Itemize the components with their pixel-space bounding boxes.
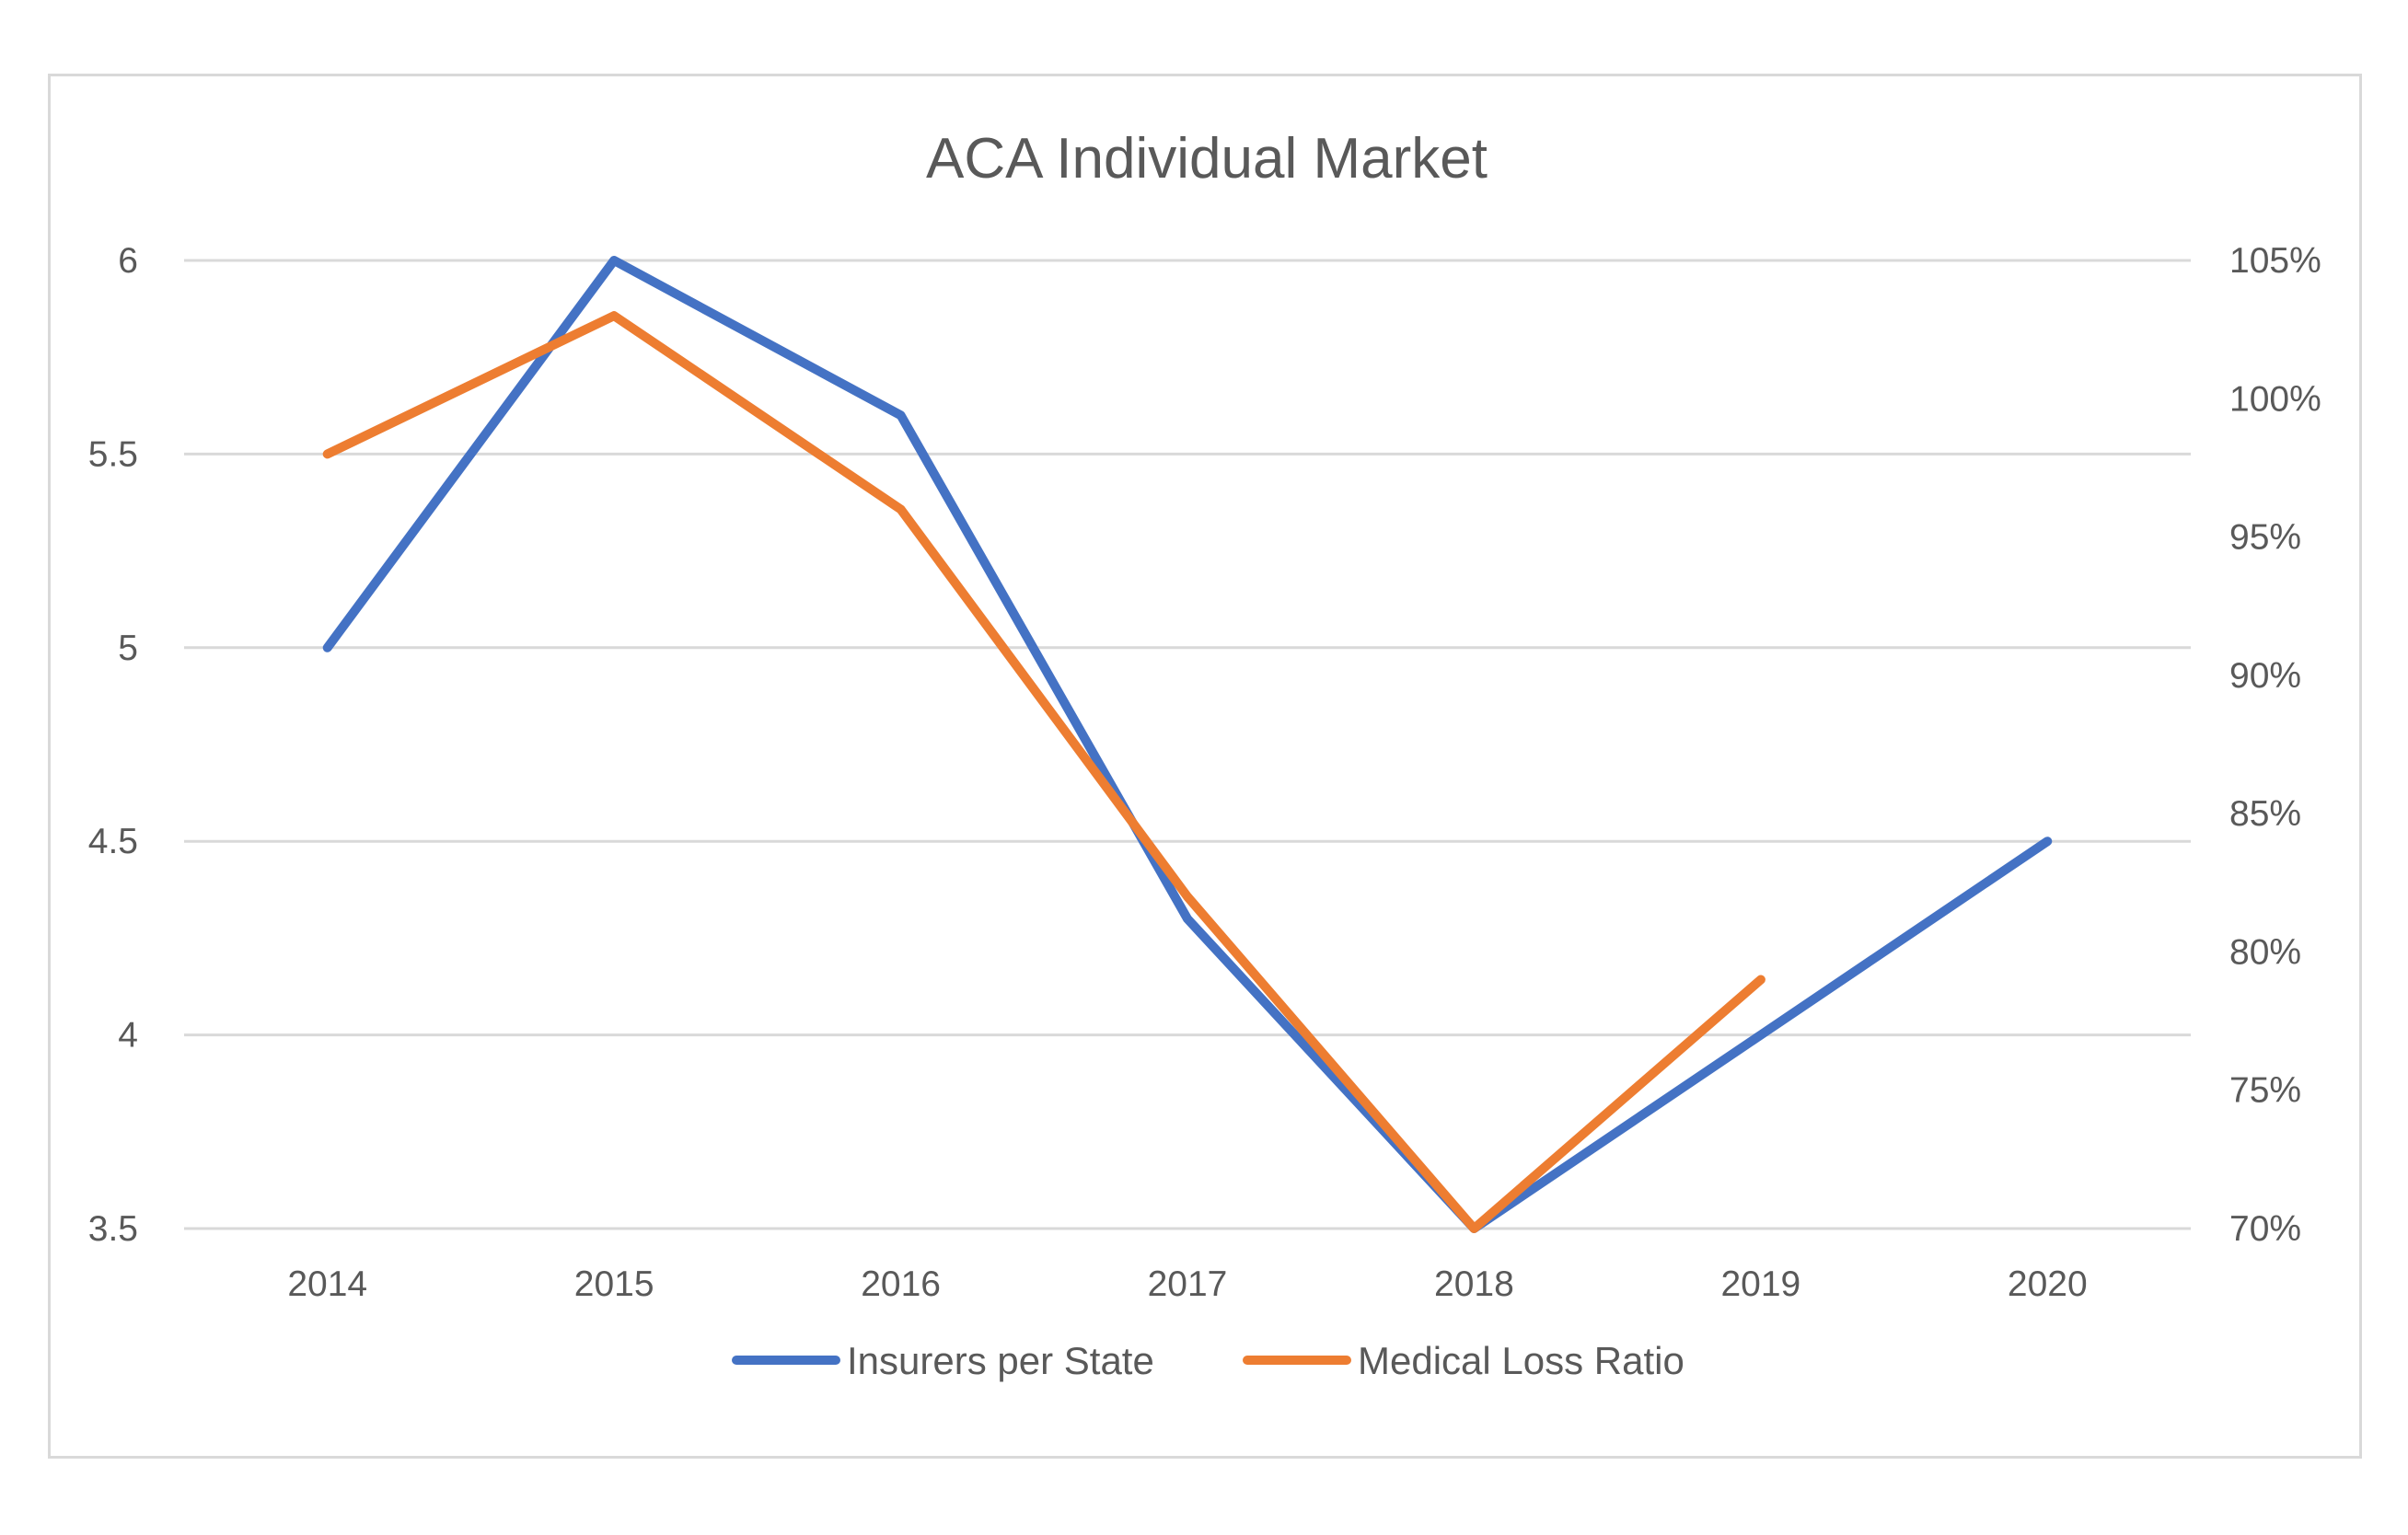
chart-title: ACA Individual Market xyxy=(926,127,1488,190)
x-tick-label: 2016 xyxy=(861,1264,941,1304)
series-line-insurers-per-state xyxy=(322,256,2053,1233)
data-point xyxy=(897,410,906,420)
data-point xyxy=(1183,914,1192,923)
data-point xyxy=(323,643,332,652)
legend-label: Medical Loss Ratio xyxy=(1358,1339,1684,1382)
x-tick-label: 2018 xyxy=(1434,1264,1514,1304)
series-lines xyxy=(322,256,2053,1233)
right-tick-label: 90% xyxy=(2229,656,2301,696)
right-tick-label: 95% xyxy=(2229,518,2301,558)
x-axis-ticks: 2014 2015 2016 2017 2018 2019 2020 xyxy=(287,1264,2087,1304)
left-tick-label: 4 xyxy=(118,1016,138,1056)
data-point xyxy=(609,311,619,320)
series-line-medical-loss-ratio xyxy=(322,311,1765,1233)
right-tick-label: 100% xyxy=(2229,379,2321,419)
right-tick-label: 70% xyxy=(2229,1209,2301,1249)
gridlines xyxy=(184,259,2191,1230)
left-tick-label: 4.5 xyxy=(88,822,138,861)
right-tick-label: 105% xyxy=(2229,241,2321,281)
data-point xyxy=(1469,1224,1478,1233)
line-chart: ACA Individual Market 3.5 4 4.5 5 5.5 6 70% 75… xyxy=(88,127,2321,1382)
x-tick-label: 2017 xyxy=(1148,1264,1228,1304)
data-point xyxy=(1756,1031,1765,1040)
right-tick-label: 80% xyxy=(2229,932,2301,972)
x-tick-label: 2020 xyxy=(2008,1264,2088,1304)
left-tick-label: 3.5 xyxy=(88,1209,138,1249)
right-tick-label: 75% xyxy=(2229,1071,2301,1111)
x-tick-label: 2019 xyxy=(1720,1264,1800,1304)
chart-frame: ACA Individual Market 3.5 4 4.5 5 5.5 6 70% 75… xyxy=(48,74,2362,1459)
right-tick-label: 85% xyxy=(2229,794,2301,834)
data-point xyxy=(1183,892,1192,901)
data-point xyxy=(2043,837,2052,846)
legend: Insurers per State Medical Loss Ratio xyxy=(732,1339,1684,1382)
legend-label: Insurers per State xyxy=(847,1339,1154,1382)
right-axis-ticks: 70% 75% 80% 85% 90% 95% 100% 105% xyxy=(2229,241,2321,1249)
left-tick-label: 5.5 xyxy=(88,434,138,474)
left-tick-label: 5 xyxy=(118,629,138,668)
left-tick-label: 6 xyxy=(118,241,138,281)
data-point xyxy=(609,256,619,265)
left-axis-ticks: 3.5 4 4.5 5 5.5 6 xyxy=(88,241,138,1249)
data-point xyxy=(323,449,332,458)
data-point xyxy=(1756,975,1765,984)
x-tick-label: 2014 xyxy=(287,1264,367,1304)
x-tick-label: 2015 xyxy=(574,1264,654,1304)
data-point xyxy=(897,505,906,514)
